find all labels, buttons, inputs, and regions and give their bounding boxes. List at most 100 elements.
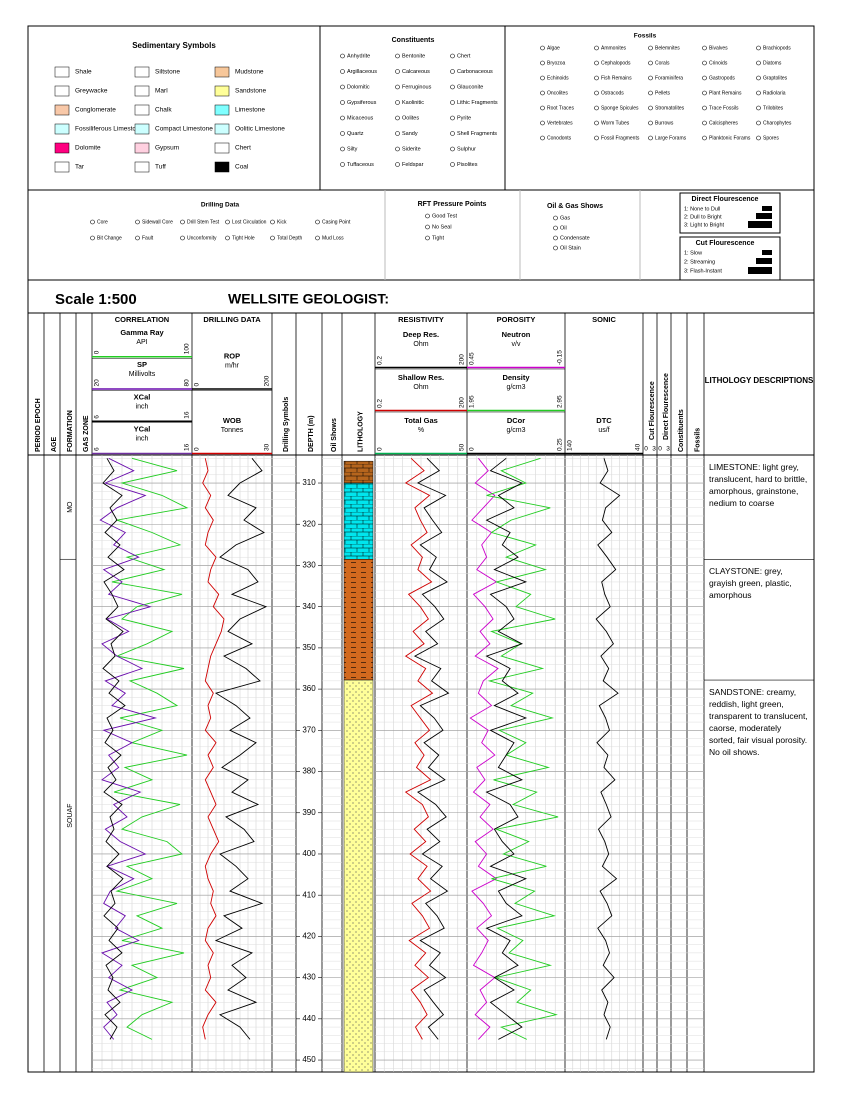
legend-icon [340,84,345,90]
legend-label: Stromatolites [655,105,685,111]
legend-label: Echinoids [547,75,569,81]
legend-label: Radiolaria [763,90,786,96]
legend-title: Cut Flourescence [696,240,755,247]
legend-icon [756,105,761,111]
legend-title: Oil & Gas Shows [547,203,603,210]
legend-icon [340,100,345,105]
legend-icon [90,235,95,241]
lithology-pattern [344,483,373,560]
scale-min: 0 [94,350,101,354]
curve-name: XCal [134,392,151,401]
scale-max: 200 [264,375,271,386]
legend-icon [315,235,320,241]
legend-label: Trilobites [763,105,784,111]
legend-label: Condensate [560,235,590,241]
depth-label: 410 [302,890,316,899]
depth-label: 400 [302,849,316,858]
curve-name: DTC [596,416,612,425]
log-curve [202,458,225,1040]
legend-icon [135,219,140,225]
legend-label: Lost Circulation [232,219,267,225]
legend-title: Direct Flourescence [692,196,759,203]
scale-min: 0.45 [469,352,476,365]
legend-icon [395,162,400,167]
legend-label: Limestone [235,107,265,114]
curve-unit: API [136,339,147,346]
curve-unit: Tonnes [221,427,244,434]
curve-name: Gamma Ray [120,328,164,337]
curve-name: Deep Res. [403,330,439,339]
legend-label: Coal [235,164,249,171]
scale-min: 0 [469,447,476,451]
curve-name: SP [137,360,147,369]
legend-icon [648,135,653,141]
fluorescence-box [679,192,781,234]
legend-icon [340,162,345,167]
column-label: LITHOLOGY [357,411,364,452]
legend-label: Trace Fossils [709,105,739,111]
legend-label: Marl [155,88,168,95]
scale-min: 140 [567,440,574,451]
legend-label: Pyrite [457,115,471,121]
log-curve [99,457,158,1040]
legend-label: Worm Tubes [601,120,630,126]
legend-swatch [214,66,230,78]
legend-swatch [214,85,230,97]
legend-label: 2: Streaming [684,259,715,265]
legend-icon [553,235,558,241]
legend-icon [594,90,599,96]
legend-swatch [54,142,70,154]
legend-icon [702,60,707,66]
legend-label: Casing Point [322,219,351,225]
legend-label: Conglomerate [75,107,116,114]
depth-label: 440 [302,1014,316,1023]
legend-icon [450,131,455,136]
column-label: Fossils [694,428,701,452]
legend-icon [340,53,345,59]
legend-label: Oolitic Limestone [235,126,285,133]
legend-swatch [214,161,230,173]
curve-unit: m/hr [225,362,240,369]
legend-icon [702,135,707,141]
legend-label: Core [97,219,108,225]
legend-swatch [54,66,70,78]
legend-icon [225,219,230,225]
legend-label: Siltstone [155,69,180,76]
track-title: SONIC [592,315,616,324]
legend-label: Sponge Spicules [601,105,639,111]
column-label: AGE [51,437,58,453]
scale-max: 16 [184,443,191,451]
depth-label: 340 [302,602,316,611]
scale-max: 3 [666,446,670,453]
legend-label: Spores [763,135,779,141]
legend-label: Glauconite [457,84,483,90]
legend-icon [450,115,455,121]
legend-swatch [214,104,230,116]
log-curve [413,457,450,1040]
legend-label: Brachiopods [763,45,791,51]
legend-label: No Seal [432,224,452,230]
legend-label: Fault [142,235,154,241]
legend-icon [540,120,545,126]
curve-unit: g/cm3 [506,384,525,391]
legend-label: Sulphur [457,146,476,152]
lithology-pattern [344,461,373,484]
legend-label: Conodonts [547,135,572,141]
scale-max: 40 [635,443,642,451]
legend-label: Gas [560,215,570,221]
legend-label: Pisolites [457,162,478,168]
column-label: Cut Flourescence [649,381,656,440]
legend-swatch [54,85,70,97]
legend-icon [540,75,545,81]
legend-label: Root Traces [547,105,574,111]
scale-min: 0 [194,383,201,387]
legend-label: Micaceous [347,115,374,121]
legend-icon [648,105,653,111]
legend-label: Sidewall Core [142,219,173,225]
legend-label: Foraminifera [655,75,683,81]
depth-label: 310 [302,478,316,487]
legend-icon [90,219,95,225]
legend-icon [540,105,545,111]
legend-icon [756,60,761,66]
